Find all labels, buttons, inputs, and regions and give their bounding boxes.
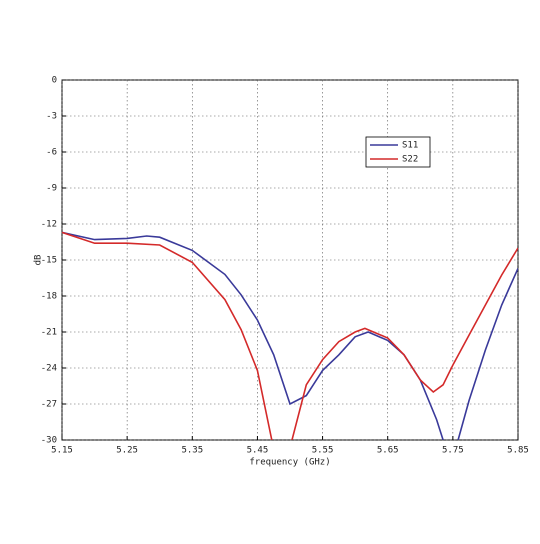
x-tick-label: 5.15 <box>51 446 73 456</box>
x-axis-label: frequency (GHz) <box>249 458 330 468</box>
x-tick-label: 5.65 <box>377 446 399 456</box>
x-tick-label: 5.35 <box>181 446 203 456</box>
legend-box <box>365 136 431 168</box>
x-tick-label: 5.45 <box>247 446 269 456</box>
y-tick-label: -30 <box>41 436 57 446</box>
x-tick-label: 5.25 <box>116 446 138 456</box>
legend-label: S22 <box>402 155 418 165</box>
x-tick-label: 5.85 <box>507 446 529 456</box>
y-tick-label: -15 <box>41 256 57 266</box>
series-line <box>62 231 518 440</box>
y-tick-label: -18 <box>41 292 57 302</box>
y-tick-label: 0 <box>52 76 57 86</box>
legend-label: S11 <box>402 141 418 151</box>
y-tick-label: -6 <box>46 148 57 158</box>
y-tick-label: -27 <box>41 400 57 410</box>
y-axis-label: dB <box>34 255 44 266</box>
y-tick-label: -12 <box>41 220 57 230</box>
x-tick-label: 5.75 <box>442 446 464 456</box>
x-tick-label: 5.55 <box>312 446 334 456</box>
y-tick-label: -9 <box>46 184 57 194</box>
y-tick-label: -24 <box>41 364 57 374</box>
y-tick-label: -21 <box>41 328 57 338</box>
y-tick-label: -3 <box>46 112 57 122</box>
